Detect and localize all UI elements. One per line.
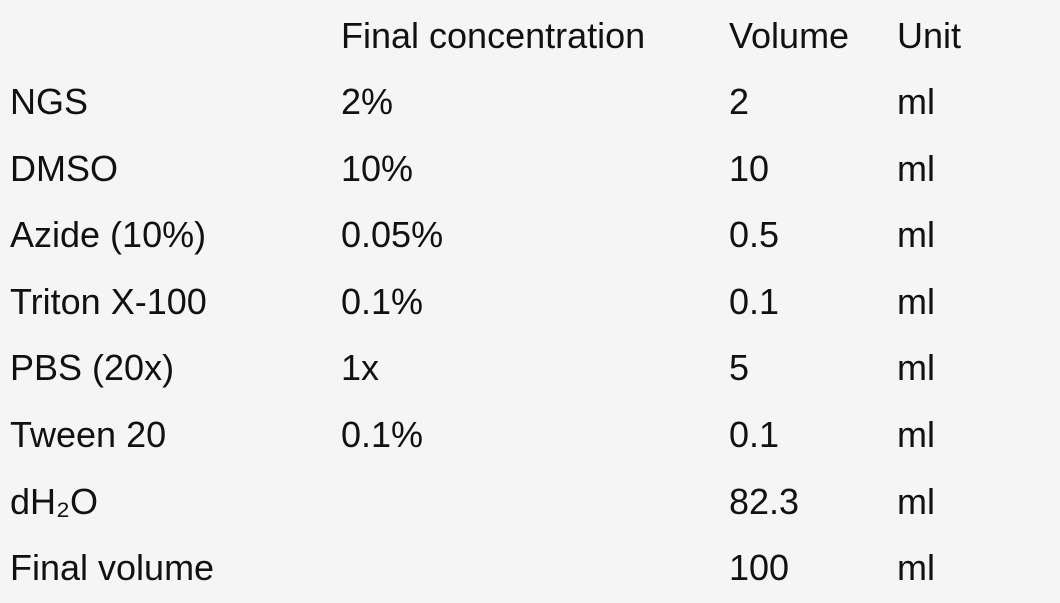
- table-cell: Triton X-100: [10, 280, 207, 322]
- table-cell: 0.1%: [341, 414, 424, 455]
- table-cell: 0.1: [729, 414, 780, 455]
- header-cell: Volume: [729, 15, 850, 56]
- table-cell: 1x: [341, 347, 380, 389]
- header-cell: Unit: [897, 15, 962, 56]
- table-cell: 100: [729, 547, 790, 589]
- table-cell: ml: [897, 347, 935, 389]
- table-cell: 0.05%: [341, 214, 444, 256]
- header-cell: Final concentration: [341, 15, 646, 56]
- table-cell: ml: [897, 147, 935, 189]
- table-cell: 0.1%: [341, 280, 424, 322]
- table-cell: 0.1: [729, 280, 780, 322]
- table-cell: DMSO: [10, 147, 118, 189]
- table-cell: 10%: [341, 147, 414, 189]
- table-cell: 82.3: [729, 480, 800, 522]
- table-cell: ml: [897, 414, 935, 455]
- table-cell: ml: [897, 280, 935, 322]
- table-cell: Tween 20: [10, 414, 167, 455]
- table-cell: 10: [729, 147, 770, 189]
- table-cell: 0.5: [729, 214, 780, 256]
- table-cell: PBS (20x): [10, 347, 175, 389]
- table-cell: ml: [897, 547, 935, 589]
- table-cell: Azide (10%): [10, 214, 207, 256]
- table-cell: NGS: [10, 81, 89, 122]
- table-cell: ml: [897, 480, 935, 522]
- table-cell: dH₂O: [10, 480, 98, 522]
- table-cell: ml: [897, 214, 935, 256]
- table-cell: ml: [897, 81, 935, 122]
- table-cell: Final volume: [10, 547, 215, 589]
- table-cell: 5: [729, 347, 750, 389]
- table-cell: 2: [729, 81, 750, 122]
- table-cell: 2%: [341, 81, 394, 122]
